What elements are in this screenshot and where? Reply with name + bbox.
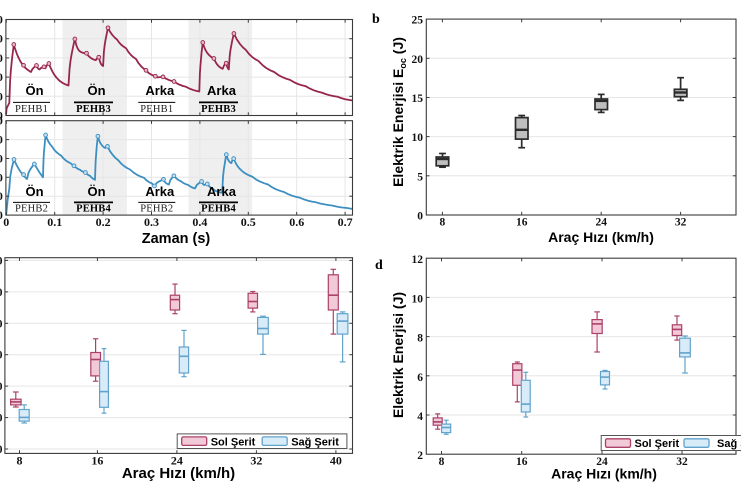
svg-text:0.6: 0.6 bbox=[289, 215, 304, 229]
svg-text:d: d bbox=[375, 258, 383, 273]
svg-text:6: 6 bbox=[417, 372, 423, 384]
svg-text:Ön: Ön bbox=[25, 184, 43, 199]
svg-text:32: 32 bbox=[250, 454, 262, 468]
svg-text:10: 10 bbox=[412, 293, 424, 305]
svg-text:Ön: Ön bbox=[25, 83, 43, 98]
svg-text:4: 4 bbox=[417, 411, 423, 423]
svg-text:0: 0 bbox=[0, 413, 3, 425]
svg-text:0: 0 bbox=[0, 109, 3, 123]
svg-text:0: 0 bbox=[0, 318, 3, 330]
svg-text:24: 24 bbox=[595, 217, 607, 229]
svg-text:12: 12 bbox=[412, 254, 424, 266]
svg-text:0: 0 bbox=[0, 189, 3, 203]
svg-text:Arka: Arka bbox=[145, 184, 175, 199]
svg-text:0.5: 0.5 bbox=[241, 215, 256, 229]
svg-text:8: 8 bbox=[17, 454, 23, 468]
svg-text:0: 0 bbox=[0, 70, 3, 84]
svg-text:0: 0 bbox=[0, 287, 3, 299]
svg-text:0.4: 0.4 bbox=[192, 215, 207, 229]
svg-text:0: 0 bbox=[0, 13, 3, 27]
svg-text:PEHB4: PEHB4 bbox=[76, 203, 111, 214]
svg-text:0: 0 bbox=[3, 215, 9, 229]
svg-text:Araç Hızı (km/h): Araç Hızı (km/h) bbox=[548, 229, 654, 245]
svg-text:Sağ Şerit: Sağ Şerit bbox=[291, 436, 339, 448]
svg-text:Elektrik Enerjisi Eoc (J): Elektrik Enerjisi Eoc (J) bbox=[390, 37, 408, 187]
svg-text:0: 0 bbox=[0, 381, 3, 393]
svg-text:8: 8 bbox=[417, 333, 423, 345]
svg-text:0: 0 bbox=[0, 170, 3, 184]
svg-text:Sağ Şerit: Sağ Şerit bbox=[717, 438, 741, 450]
svg-text:16: 16 bbox=[91, 454, 103, 468]
svg-text:8: 8 bbox=[440, 217, 446, 229]
svg-text:32: 32 bbox=[675, 217, 687, 229]
svg-text:PEHB3: PEHB3 bbox=[201, 104, 236, 115]
svg-text:40: 40 bbox=[330, 454, 342, 468]
svg-text:10: 10 bbox=[412, 132, 424, 144]
svg-text:8: 8 bbox=[439, 456, 445, 468]
svg-text:Sol Şerit: Sol Şerit bbox=[635, 438, 680, 450]
svg-text:Sol Şerit: Sol Şerit bbox=[211, 436, 256, 448]
svg-text:0: 0 bbox=[0, 133, 3, 147]
svg-text:PEHB2: PEHB2 bbox=[15, 203, 48, 214]
svg-text:24: 24 bbox=[596, 456, 608, 468]
svg-text:Ön: Ön bbox=[87, 184, 105, 199]
svg-text:Zaman (s): Zaman (s) bbox=[142, 231, 211, 247]
svg-text:0: 0 bbox=[0, 89, 3, 103]
svg-text:5: 5 bbox=[417, 171, 423, 183]
svg-text:Ön: Ön bbox=[87, 83, 105, 98]
svg-text:PEHB3: PEHB3 bbox=[76, 104, 111, 115]
svg-text:15: 15 bbox=[412, 93, 424, 105]
svg-text:Araç Hızı (km/h): Araç Hızı (km/h) bbox=[551, 466, 657, 482]
svg-text:PEHB1: PEHB1 bbox=[15, 104, 48, 115]
svg-text:20: 20 bbox=[412, 54, 424, 66]
svg-text:0: 0 bbox=[417, 211, 423, 223]
svg-text:0.1: 0.1 bbox=[47, 215, 62, 229]
svg-text:24: 24 bbox=[171, 454, 183, 468]
svg-text:Arka: Arka bbox=[207, 184, 237, 199]
svg-text:Arka: Arka bbox=[145, 83, 175, 98]
svg-text:0.2: 0.2 bbox=[96, 215, 111, 229]
svg-text:PEHB4: PEHB4 bbox=[201, 203, 236, 214]
svg-text:0: 0 bbox=[0, 32, 3, 46]
svg-text:0: 0 bbox=[0, 114, 3, 128]
svg-text:0.7: 0.7 bbox=[338, 215, 353, 229]
svg-text:0: 0 bbox=[0, 255, 3, 267]
svg-text:Araç Hızı (km/h): Araç Hızı (km/h) bbox=[122, 465, 235, 482]
svg-text:0: 0 bbox=[0, 152, 3, 166]
svg-text:0: 0 bbox=[0, 350, 3, 362]
svg-text:b: b bbox=[372, 12, 380, 27]
svg-text:0: 0 bbox=[0, 444, 3, 456]
svg-text:PEHB2: PEHB2 bbox=[140, 203, 173, 214]
svg-text:32: 32 bbox=[676, 456, 688, 468]
svg-text:0: 0 bbox=[0, 51, 3, 65]
svg-text:PEHB1: PEHB1 bbox=[140, 104, 173, 115]
svg-text:25: 25 bbox=[412, 15, 424, 27]
svg-text:16: 16 bbox=[516, 456, 528, 468]
svg-text:Arka: Arka bbox=[207, 83, 237, 98]
svg-text:0.3: 0.3 bbox=[144, 215, 159, 229]
svg-text:Elektrik Enerjisi (J): Elektrik Enerjisi (J) bbox=[390, 292, 406, 418]
svg-text:16: 16 bbox=[516, 217, 528, 229]
svg-text:0: 0 bbox=[0, 208, 3, 222]
svg-text:2: 2 bbox=[417, 450, 423, 462]
